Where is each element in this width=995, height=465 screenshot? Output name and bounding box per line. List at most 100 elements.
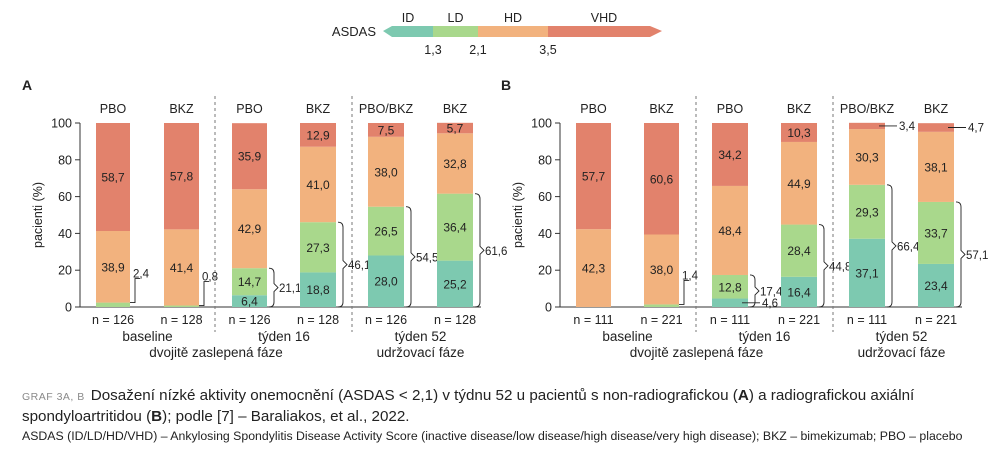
bar-segment-vhd (849, 122, 885, 130)
bar-value-label: 3,4 (899, 121, 916, 133)
y-tick-label: 80 (58, 153, 72, 167)
bracket-label: 44,8 (829, 261, 851, 273)
bracket-label: 21,1 (279, 283, 301, 295)
legend-title: ASDAS (332, 24, 376, 39)
bar-segment-vhd (712, 123, 748, 186)
bar-segment-hd (712, 185, 748, 275)
bar-value-label: 26,5 (374, 225, 398, 239)
caption-text-3: ); podle [7] – Baraliakos, et al., 2022. (162, 408, 410, 425)
bar-header-label: BKZ (306, 102, 331, 116)
caption-footnote: ASDAS (ID/LD/HD/VHD) – Ankylosing Spondy… (22, 429, 963, 443)
bar-segment-id (232, 295, 267, 307)
bar-segment-vhd (232, 123, 267, 190)
bar-value-label: 44,9 (787, 177, 811, 191)
y-tick-label: 40 (58, 227, 72, 241)
bar-value-label: 16,4 (787, 285, 811, 299)
bar-segment-ld (781, 224, 817, 277)
bar-segment-vhd (576, 123, 611, 230)
phase-label-maintenance: udržovací fáze (377, 345, 465, 360)
bar-value-label: 10,3 (787, 126, 811, 140)
bracket-brace (955, 201, 966, 308)
phase-label-double-blind: dvojitě zaslepená fáze (149, 345, 283, 360)
bar-header-label: PBO (100, 102, 127, 116)
phase-label-maintenance: udržovací fáze (858, 345, 946, 360)
bar-value-label: 34,2 (718, 148, 742, 162)
bar-value-label: 4,7 (968, 123, 984, 135)
bar-value-label: 33,7 (924, 226, 948, 240)
legend-threshold: 3,5 (539, 43, 556, 57)
bar-segment-id (918, 263, 954, 307)
bar-header-label: BKZ (787, 102, 812, 116)
bar-segment-hd (232, 189, 267, 269)
y-axis-label: pacienti (%) (511, 182, 525, 248)
bar-segment-ld (164, 305, 199, 307)
bar-segment-ld (437, 193, 473, 261)
group-label: baseline (602, 329, 652, 344)
bracket-brace (337, 221, 348, 308)
bar-segment-hd (368, 136, 404, 207)
bar-segment-vhd (781, 123, 817, 142)
bar-segment-hd (918, 131, 954, 202)
bar-segment-vhd (437, 122, 473, 134)
bar-value-label: 4,6 (762, 298, 778, 310)
bar-value-label: 38,0 (650, 263, 674, 277)
bar-n-label: n = 111 (847, 313, 887, 327)
bracket-label: 46,1 (348, 260, 370, 272)
bar-value-label: 14,7 (238, 275, 262, 289)
bar-value-label: 32,8 (443, 157, 467, 171)
panel-letter: B (501, 77, 511, 93)
group-label: baseline (122, 329, 172, 344)
legend-label-vhd: VHD (591, 11, 617, 25)
bracket-label: 61,6 (485, 246, 507, 258)
legend-label-id: ID (402, 11, 415, 25)
bar-segment-vhd (96, 123, 130, 232)
bar-n-label: n = 111 (710, 313, 750, 327)
legend-bar-vhd (548, 26, 662, 37)
y-tick-label: 20 (58, 264, 72, 278)
bar-value-label: 42,9 (238, 222, 262, 236)
bar-value-label: 42,3 (582, 262, 606, 276)
bar-segment-ld (712, 274, 748, 299)
bar-n-label: n = 126 (365, 313, 407, 327)
y-tick-label: 20 (538, 264, 552, 278)
bracket-line (679, 279, 689, 305)
bar-n-label: n = 126 (228, 313, 270, 327)
bar-value-label: 41,4 (170, 261, 194, 275)
figure-caption: GRAF 3A, B Dosažení nízké aktivity onemoc… (22, 386, 982, 427)
bar-segment-hd (300, 146, 336, 223)
y-tick-label: 60 (538, 190, 552, 204)
bracket-brace (818, 224, 829, 308)
caption-text-2: ) a radiografickou axiální spondyloartri… (22, 387, 915, 425)
bracket-label: 2,4 (133, 269, 150, 281)
bar-header-label: PBO/BKZ (840, 102, 895, 116)
caption-bold-a: A (737, 387, 749, 404)
bar-value-label: 38,9 (101, 260, 125, 274)
bar-value-label: 36,4 (443, 221, 467, 235)
panel-letter: A (22, 77, 32, 93)
bar-value-label: 58,7 (101, 171, 125, 185)
legend-bar-hd (478, 26, 548, 37)
y-tick-label: 80 (538, 153, 552, 167)
bar-n-label: n = 128 (160, 313, 202, 327)
bar-header-label: PBO (717, 102, 744, 116)
caption-text-1: Dosažení nízké aktivity onemocnění (ASDA… (90, 387, 738, 404)
group-label: týden 52 (395, 329, 447, 344)
y-tick-label: 60 (58, 190, 72, 204)
group-label: týden 16 (739, 329, 791, 344)
bar-segment-ld (849, 184, 885, 239)
bar-n-label: n = 128 (297, 313, 339, 327)
bar-segment-hd (96, 231, 130, 303)
bar-header-label: BKZ (169, 102, 194, 116)
bar-segment-ld (644, 304, 679, 307)
caption-bold-b: B (151, 408, 163, 425)
bar-value-label: 48,4 (718, 224, 742, 238)
bracket-label: 57,1 (966, 250, 988, 262)
bracket-label: 1,4 (682, 270, 699, 282)
bracket-line (130, 278, 140, 304)
y-tick-label: 0 (545, 301, 552, 315)
bar-value-label: 5,7 (447, 122, 464, 136)
bar-value-label: 57,8 (170, 170, 194, 184)
bar-value-label: 60,6 (650, 172, 674, 186)
bar-value-label: 41,0 (306, 178, 330, 192)
legend-threshold: 2,1 (469, 43, 486, 57)
